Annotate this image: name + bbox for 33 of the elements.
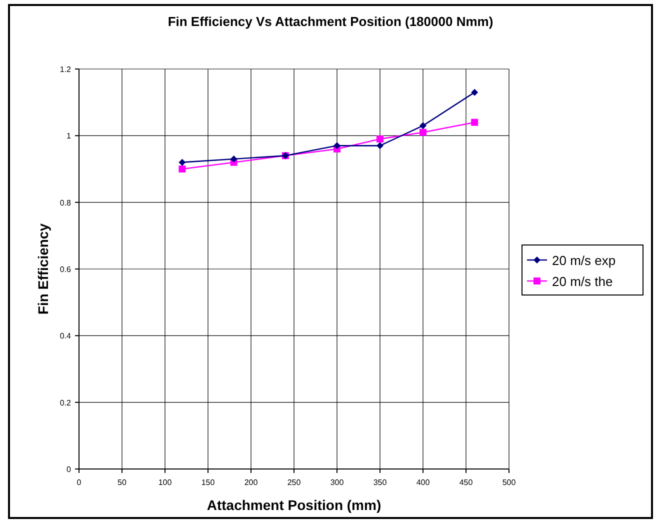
x-tick-label: 350 [373, 478, 388, 487]
x-axis-title: Attachment Position (mm) [206, 497, 382, 513]
point [471, 88, 478, 96]
x-tick-label: 400 [416, 478, 430, 487]
x-tick-label: 500 [502, 478, 516, 487]
x-tick-label: 200 [244, 478, 258, 487]
y-axis-title: Fin Efficiency [35, 223, 51, 315]
point [230, 156, 238, 162]
x-tick-label: 0 [76, 478, 82, 487]
x-tick-label: 150 [201, 478, 216, 487]
y-tick-label: 0.8 [60, 198, 72, 208]
y-tick-label: 0.2 [60, 398, 72, 408]
y-tick-label: 0 [66, 465, 72, 474]
x-tick-label: 450 [459, 478, 474, 487]
legend-label: 20 m/s exp [552, 253, 616, 268]
point [420, 128, 426, 136]
y-tick-label: 0.6 [60, 265, 72, 274]
point [178, 166, 186, 172]
chart-title: Fin Efficiency Vs Attachment Position (180000 Nmm) [168, 14, 494, 29]
x-tick-label: 300 [330, 478, 344, 487]
y-tick-label: 0.4 [60, 332, 72, 341]
point [471, 118, 478, 126]
point [178, 158, 186, 166]
x-tick-label: 250 [287, 478, 302, 487]
x-tick-label: 50 [118, 478, 127, 487]
point [334, 142, 340, 150]
y-tick-label: 1 [66, 132, 72, 141]
point [376, 136, 384, 142]
point [376, 142, 384, 150]
legend-label: 20 m/s the [552, 274, 613, 289]
point [420, 122, 426, 130]
x-tick-label: 100 [158, 478, 172, 487]
y-tick-label: 1.2 [60, 65, 72, 74]
